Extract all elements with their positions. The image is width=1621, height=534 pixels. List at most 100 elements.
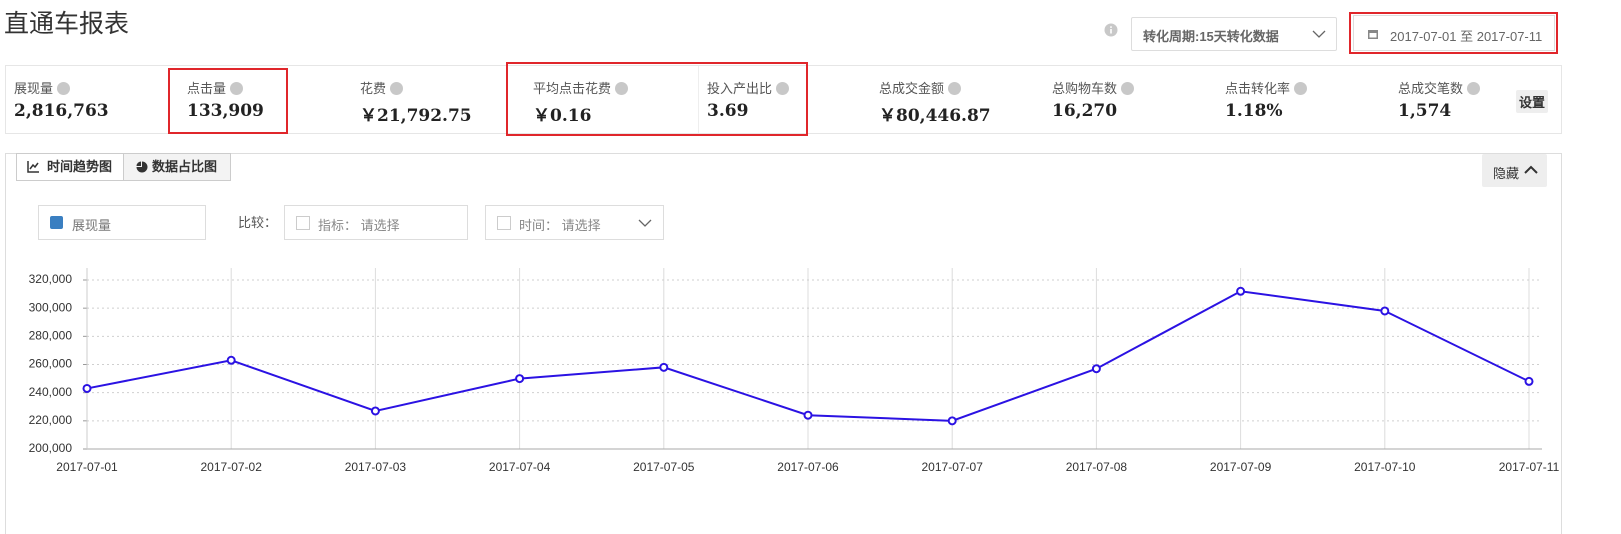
y-tick-label: 260,000 [29,357,73,371]
time-select[interactable]: 时间： 请选择 [485,205,664,240]
help-icon [1121,82,1135,95]
indicator-text: 指标： 请选择 [318,218,400,233]
calendar-icon [1368,30,1378,39]
metric-value: 2,816,763 [14,101,109,121]
metric-label: 总成交笔数 [1398,78,1481,97]
metric-label-text: 点击量 [187,81,227,96]
x-tick-label: 2017-07-07 [922,460,984,474]
settings-button[interactable]: 设置 [1516,90,1549,113]
metric-value: ￥80,446.87 [879,106,991,126]
y-tick-label: 300,000 [29,300,73,314]
chevron [638,219,652,227]
metric-value: 133,909 [187,101,264,121]
metric: 总成交金额 ￥80,446.87 [871,66,1044,133]
metric-label-text: 点击转化率 [1225,81,1291,96]
help-icon [776,82,790,95]
data-point [1236,286,1246,296]
metric-label-text: 总购物车数 [1052,81,1118,96]
compare-label: 比较： [238,215,278,230]
x-tick-label: 2017-07-11 [1499,460,1560,474]
metric: 点击转化率 1.18% [1217,66,1390,133]
x-tick-label: 2017-07-04 [489,460,551,474]
metric-label: 花费 [360,78,404,97]
highlight [506,62,808,136]
tab-icon [27,161,39,173]
checkbox[interactable] [296,216,310,230]
indicator-select[interactable]: 指标： 请选择 [284,205,468,240]
x-tick-label: 2017-07-09 [1210,460,1272,474]
help-icon [948,82,962,95]
hide-label: 隐藏 [1493,166,1520,181]
metric-value: 1.18% [1225,101,1283,121]
help-icon [230,82,244,95]
metric: 展现量 2,816,763 [6,66,179,133]
tab-label: 时间趋势图 [47,159,113,174]
metric-value: 16,270 [1052,101,1118,121]
help-icon [1467,82,1481,95]
help-icon [390,82,404,95]
checkbox[interactable] [497,216,511,230]
y-tick-label: 280,000 [29,329,73,343]
metric-label: 总成交金额 [879,78,962,97]
hide-button[interactable]: 隐藏 [1482,154,1547,187]
tab-icon [136,161,148,173]
x-tick-label: 2017-07-06 [777,460,839,474]
metric: 点击量 133,909 [179,66,352,133]
data-point [1091,364,1101,374]
metric-label-text: 总成交金额 [879,81,945,96]
metric-label-text: 总成交笔数 [1398,81,1464,96]
help-icon [1294,82,1308,95]
info-icon [1104,23,1118,37]
y-tick-label: 320,000 [29,272,73,286]
y-tick-label: 200,000 [29,441,73,455]
x-tick-label: 2017-07-08 [1066,460,1128,474]
highlight [168,68,288,134]
date-range-text: 2017-07-01 至 2017-07-11 [1390,29,1543,44]
period-select[interactable]: 转化周期:15天转化数据 [1131,17,1337,51]
x-tick-label: 2017-07-05 [633,460,695,474]
legend-box[interactable]: 展现量 [38,205,206,240]
data-point [226,355,236,365]
metric-value: 1,574 [1398,101,1452,121]
date-range[interactable]: 2017-07-01 至 2017-07-11 [1353,15,1555,51]
metric-label: 点击转化率 [1225,78,1308,97]
time-text: 时间： 请选择 [519,218,601,233]
data-point [803,410,813,420]
data-point [947,416,957,426]
data-point [1380,306,1390,316]
highlight [1349,12,1558,54]
data-point [659,362,669,372]
chevron [1312,30,1326,38]
chart-panel [5,153,1562,534]
metric-label: 平均点击花费 [533,78,629,97]
metric-label: 点击量 [187,78,244,97]
chevron [1524,165,1538,174]
x-tick-label: 2017-07-10 [1354,460,1416,474]
metric: 总购物车数 16,270 [1044,66,1217,133]
metric-label-text: 展现量 [14,81,54,96]
metric-label: 展现量 [14,78,71,97]
help-icon [615,82,629,95]
metric-value: ￥0.16 [533,106,592,126]
help-icon [57,82,71,95]
period-text: 转化周期:15天转化数据 [1143,29,1279,44]
data-point [82,383,92,393]
legend-label: 展现量 [72,218,112,233]
metric: 总成交笔数 1,574 [1390,66,1563,133]
metric: 平均点击花费 ￥0.16 [525,66,698,133]
y-tick-label: 240,000 [29,385,73,399]
metric-value: ￥21,792.75 [360,106,472,126]
metric: 花费 ￥21,792.75 [352,66,525,133]
data-point [515,374,525,384]
metric-label-text: 投入产出比 [707,81,773,96]
metrics-bar: 展现量 2,816,763 点击量 133,909 花费 ￥21,792.75 平均点击花费… [5,65,1562,134]
tab[interactable]: 数据占比图 [123,153,231,181]
metric: 投入产出比 3.69 [698,66,872,133]
x-tick-label: 2017-07-02 [201,460,263,474]
metric-label: 总购物车数 [1052,78,1135,97]
page-title: 直通车报表 [4,10,130,38]
data-point [1524,376,1534,386]
x-tick-label: 2017-07-01 [56,460,118,474]
tab[interactable]: 时间趋势图 [16,153,124,181]
